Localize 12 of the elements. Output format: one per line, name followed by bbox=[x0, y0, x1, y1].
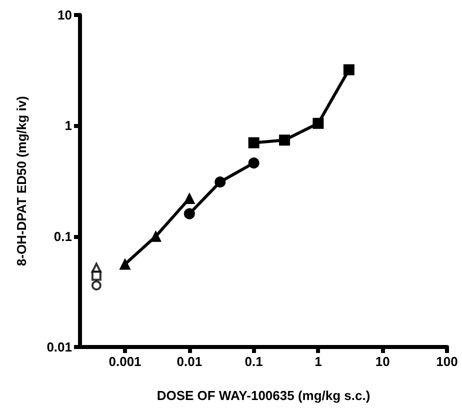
y-tick-label: 0.1 bbox=[54, 228, 72, 244]
y-tick-label: 10 bbox=[58, 8, 72, 22]
y-tick-label: 1 bbox=[64, 118, 72, 134]
x-tick-label: 100 bbox=[436, 354, 458, 369]
x-axis-title: DOSE OF WAY-100635 (mg/kg s.c.) bbox=[156, 388, 370, 403]
x-tick-label: 0.01 bbox=[176, 354, 202, 369]
x-tick-label: 0.1 bbox=[244, 354, 263, 369]
x-tick-label: 10 bbox=[375, 354, 390, 369]
y-axis-title: 8-OH-DPAT ED50 (mg/kg iv) bbox=[14, 96, 29, 266]
x-tick-label: 1 bbox=[314, 354, 322, 369]
y-tick-label: 0.01 bbox=[46, 340, 72, 354]
x-tick-label: 0.001 bbox=[108, 354, 142, 369]
